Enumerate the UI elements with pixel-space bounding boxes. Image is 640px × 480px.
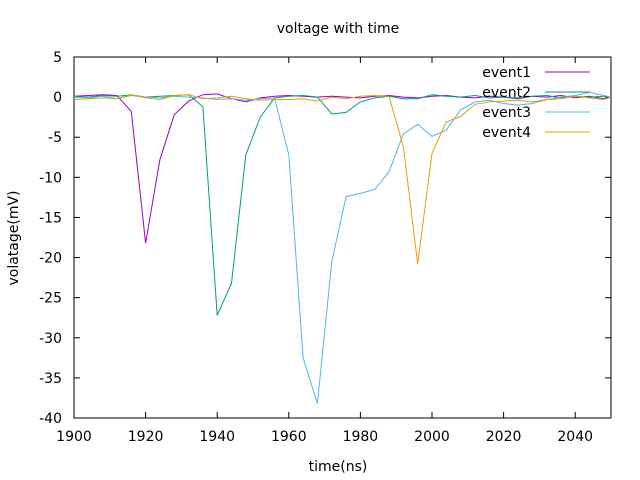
x-tick-label: 1900: [56, 429, 92, 445]
legend-label-event2: event2: [482, 85, 531, 101]
chart-title: voltage with time: [277, 21, 400, 37]
legend-label-event1: event1: [482, 65, 531, 81]
y-tick-label: -5: [48, 130, 62, 146]
y-tick-label: 0: [53, 90, 62, 106]
legend: event1 event2 event3 event4: [482, 65, 590, 141]
plot-frame: [73, 56, 612, 419]
x-axis-label: time(ns): [309, 459, 368, 475]
x-tick-label: 1980: [343, 429, 379, 445]
y-tick-label: -15: [39, 210, 62, 226]
x-tick-label: 1920: [128, 429, 164, 445]
x-tick-label: 2020: [486, 429, 522, 445]
x-tick-label: 1940: [199, 429, 235, 445]
y-tick-label: -30: [39, 331, 62, 347]
legend-label-event4: event4: [482, 125, 531, 141]
x-tick-label: 2040: [557, 429, 593, 445]
x-tick-label: 2000: [414, 429, 450, 445]
legend-label-event3: event3: [482, 105, 531, 121]
y-axis-label: volatage(mV): [6, 190, 22, 285]
y-tick-label: -40: [39, 411, 62, 427]
x-tick-label: 1960: [271, 429, 307, 445]
y-tick-label: 5: [53, 50, 62, 66]
y-tick-label: -25: [39, 291, 62, 307]
y-tick-label: -10: [39, 170, 62, 186]
series-line-event3: [73, 91, 612, 404]
y-tick-label: -35: [39, 371, 62, 387]
series-line-event2: [73, 94, 612, 316]
plot-area: 1900 1920 1940 1960 1980 2000 2020 2040 5 0 -5 -10 -…: [39, 50, 612, 445]
series-line-event4: [73, 94, 612, 265]
y-tick-label: -20: [39, 251, 62, 267]
